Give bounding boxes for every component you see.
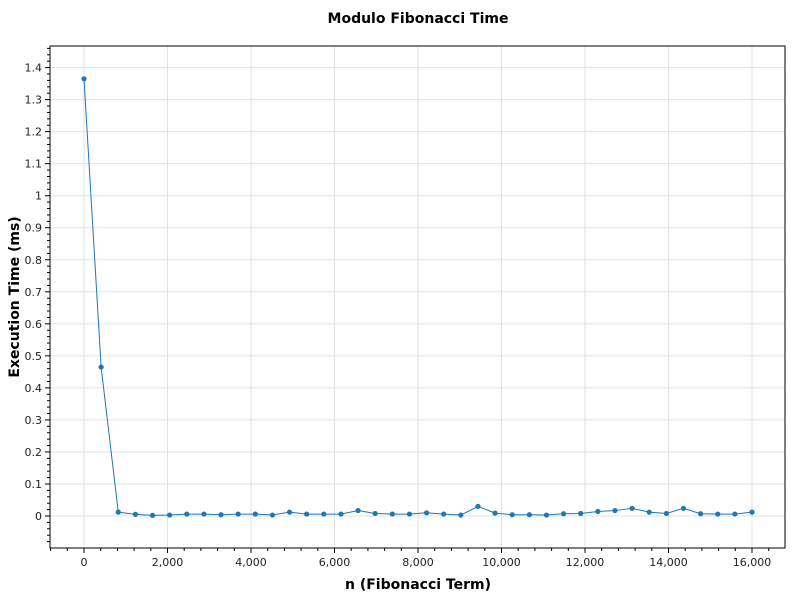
data-point: [698, 511, 704, 517]
data-point: [663, 510, 669, 517]
data-point: [715, 511, 721, 517]
data-point: [81, 76, 87, 82]
y-tick-label: 1.2: [25, 126, 43, 139]
x-tick-label: 8,000: [402, 556, 434, 569]
y-tick-label: 0.9: [25, 222, 43, 235]
data-point: [167, 512, 173, 518]
x-tick-label: 16,000: [733, 556, 772, 569]
data-point: [252, 511, 258, 517]
y-tick-label: 1: [35, 190, 42, 203]
data-point: [423, 510, 430, 516]
y-tick-label: 0.4: [25, 382, 43, 395]
data-point: [560, 511, 567, 517]
series-layer: [81, 76, 755, 518]
data-point: [475, 503, 481, 509]
data-point: [184, 511, 190, 517]
y-tick-label: 0.8: [25, 254, 43, 267]
data-point: [543, 512, 550, 518]
data-point: [578, 510, 584, 517]
data-point: [441, 511, 447, 517]
x-axis: 0 2,000 4,000 6,000 8,000 10,000 12,000 14,000 1…: [50, 548, 772, 569]
x-tick-label: 2,000: [152, 556, 184, 569]
x-tick-label: 4,000: [235, 556, 267, 569]
data-point: [612, 507, 618, 514]
data-point: [646, 509, 652, 515]
data-point: [509, 512, 515, 518]
data-point: [629, 505, 635, 511]
data-point: [115, 509, 121, 515]
x-tick-label: 0: [81, 556, 88, 569]
data-point: [235, 511, 241, 517]
y-tick-label: 0.7: [25, 286, 43, 299]
y-tick-label: 0.6: [25, 318, 43, 331]
y-axis: 0 0.1 0.2 0.3 0.4 0.5 0.6 0.7 0.8 0.9 1 1.1 1.2 1.3 1.…: [25, 47, 50, 543]
data-point: [732, 511, 738, 517]
grid: [50, 46, 785, 548]
y-tick-label: 1.1: [25, 158, 43, 171]
data-point: [492, 510, 498, 516]
data-point: [218, 512, 224, 518]
series-line: [83, 78, 753, 516]
data-point: [304, 511, 310, 517]
y-tick-label: 0: [35, 510, 42, 523]
y-tick-label: 0.3: [25, 414, 43, 427]
data-point: [321, 511, 327, 517]
x-tick-label: 6,000: [319, 556, 351, 569]
x-axis-label: n (Fibonacci Term): [345, 577, 491, 593]
data-point: [749, 509, 755, 515]
data-point: [406, 511, 413, 517]
data-point: [149, 512, 156, 518]
data-point: [269, 512, 276, 518]
data-point: [595, 508, 601, 515]
data-point: [372, 510, 378, 517]
chart-title: Modulo Fibonacci Time: [328, 11, 509, 27]
x-tick-label: 10,000: [482, 556, 521, 569]
data-point: [338, 511, 344, 517]
data-point: [680, 505, 687, 511]
data-point: [201, 511, 207, 517]
data-point: [98, 364, 104, 370]
data-point: [286, 509, 293, 515]
y-tick-label: 0.1: [25, 478, 43, 491]
y-tick-label: 0.2: [25, 446, 43, 459]
data-point: [389, 511, 395, 517]
y-axis-label: Execution Time (ms): [7, 216, 23, 377]
x-tick-label: 14,000: [649, 556, 688, 569]
y-tick-label: 0.5: [25, 350, 43, 363]
y-tick-label: 1.4: [25, 62, 43, 75]
data-point: [458, 512, 464, 518]
x-tick-label: 12,000: [566, 556, 605, 569]
data-point: [526, 512, 532, 518]
data-point: [132, 511, 138, 517]
y-tick-label: 1.3: [25, 94, 43, 107]
data-point: [355, 507, 361, 514]
